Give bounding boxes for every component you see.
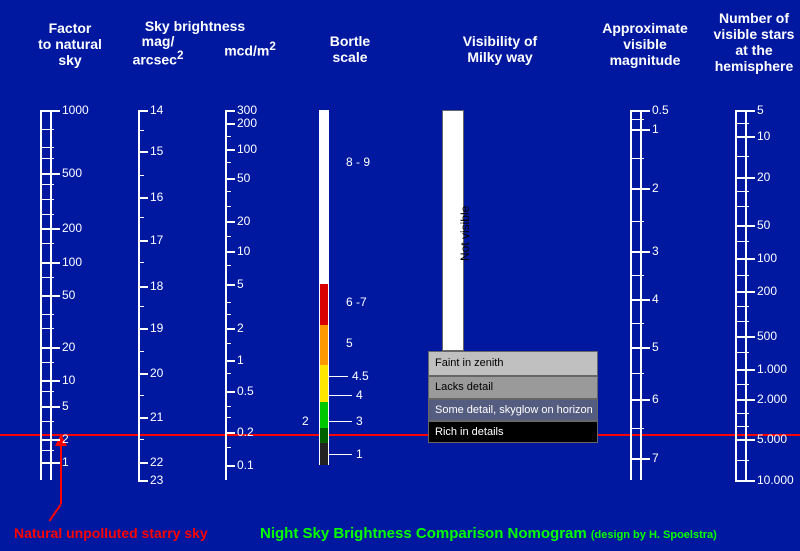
tick-label: 21 [150, 410, 163, 424]
tick-label: 5 [62, 399, 69, 413]
axis-mcd [225, 110, 227, 480]
tick-label: 16 [150, 190, 163, 204]
diagram-title: Night Sky Brightness Comparison Nomogram… [260, 525, 717, 542]
bortle-segment [320, 402, 328, 428]
tick-label: 10.000 [757, 473, 794, 487]
tick-label: 19 [150, 321, 163, 335]
tick-label: 50 [757, 218, 770, 232]
tick-label: 100 [237, 142, 257, 156]
tick-label: 20 [150, 366, 163, 380]
column-header: Factorto naturalsky [25, 20, 115, 68]
tick-label: 200 [62, 221, 82, 235]
tick-label: 1 [652, 122, 659, 136]
tick-label: 10 [237, 244, 250, 258]
bortle-label: 3 [356, 414, 363, 428]
bortle-label: 1 [356, 447, 363, 461]
tick-label: 5 [757, 103, 764, 117]
tick-label: 6 [652, 392, 659, 406]
bortle-label: 4 [356, 388, 363, 402]
tick-label: 17 [150, 233, 163, 247]
tick-label: 1 [237, 353, 244, 367]
sky-brightness-head: Sky brightness [120, 18, 270, 34]
bortle-segment [320, 110, 328, 284]
tick-label: 14 [150, 103, 163, 117]
tick-label: 4 [652, 292, 659, 306]
natural-sky-line [0, 434, 800, 436]
tick-label: 20 [757, 170, 770, 184]
tick-label: 300 [237, 103, 257, 117]
tick-label: 0.5 [237, 384, 254, 398]
tick-label: 10 [757, 129, 770, 143]
tick-label: 22 [150, 455, 163, 469]
natural-sky-label: Natural unpolluted starry sky [14, 525, 208, 541]
bortle-label: 6 -7 [346, 295, 367, 309]
tick-label: 50 [237, 171, 250, 185]
tick-label: 2.000 [757, 392, 787, 406]
bortle-label: 4.5 [352, 369, 369, 383]
tick-label: 200 [237, 116, 257, 130]
tick-label: 2 [62, 432, 69, 446]
nomogram: { "layout": { "scaleTop": 110, "scaleHei… [0, 0, 800, 551]
tick-label: 7 [652, 451, 659, 465]
tick-label: 15 [150, 144, 163, 158]
bortle-segment [320, 365, 328, 402]
axis-stars [745, 110, 747, 480]
tick-label: 5.000 [757, 432, 787, 446]
tick-label: 3 [652, 244, 659, 258]
column-header: Bortlescale [305, 33, 395, 65]
column-header: mcd/m2 [205, 40, 295, 59]
column-header: Visibility ofMilky way [455, 33, 545, 65]
tick-label: 0.5 [652, 103, 669, 117]
axis-mag [138, 110, 140, 480]
axis-avm [640, 110, 642, 480]
milky-band: Not visible [442, 110, 464, 351]
tick-label: 10 [62, 373, 75, 387]
tick-label: 1 [62, 455, 69, 469]
column-header: Number ofvisible starsat thehemisphere [709, 10, 799, 74]
tick-label: 1.000 [757, 362, 787, 376]
tick-label: 20 [237, 214, 250, 228]
tick-label: 0.2 [237, 425, 254, 439]
tick-label: 0.1 [237, 458, 254, 472]
milky-band: Rich in details [428, 421, 598, 443]
tick-label: 100 [757, 251, 777, 265]
tick-label: 5 [652, 340, 659, 354]
tick-label: 200 [757, 284, 777, 298]
tick-label: 1000 [62, 103, 89, 117]
tick-label: 5 [237, 277, 244, 291]
bortle-segment [320, 284, 328, 325]
column-header: mag/arcsec2 [113, 33, 203, 68]
bortle-label: 8 - 9 [346, 155, 370, 169]
bortle-segment [320, 443, 328, 465]
tick-label: 23 [150, 473, 163, 487]
tick-label: 500 [62, 166, 82, 180]
bortle-segment [320, 428, 328, 443]
tick-label: 50 [62, 288, 75, 302]
milky-band: Faint in zenith [428, 351, 598, 377]
milky-band: Some detail, skyglow on horizon [428, 399, 598, 421]
tick-label: 20 [62, 340, 75, 354]
bortle-label: 2 [302, 414, 309, 428]
bortle-label: 5 [346, 336, 353, 350]
milky-band: Lacks detail [428, 376, 598, 398]
tick-label: 18 [150, 279, 163, 293]
tick-label: 2 [652, 181, 659, 195]
column-header: Approximatevisiblemagnitude [600, 20, 690, 68]
tick-label: 100 [62, 255, 82, 269]
tick-label: 500 [757, 329, 777, 343]
tick-label: 2 [237, 321, 244, 335]
bortle-segment [320, 325, 328, 366]
milky-way-bands: Not visibleFaint in zenithLacks detailSo… [428, 110, 598, 443]
